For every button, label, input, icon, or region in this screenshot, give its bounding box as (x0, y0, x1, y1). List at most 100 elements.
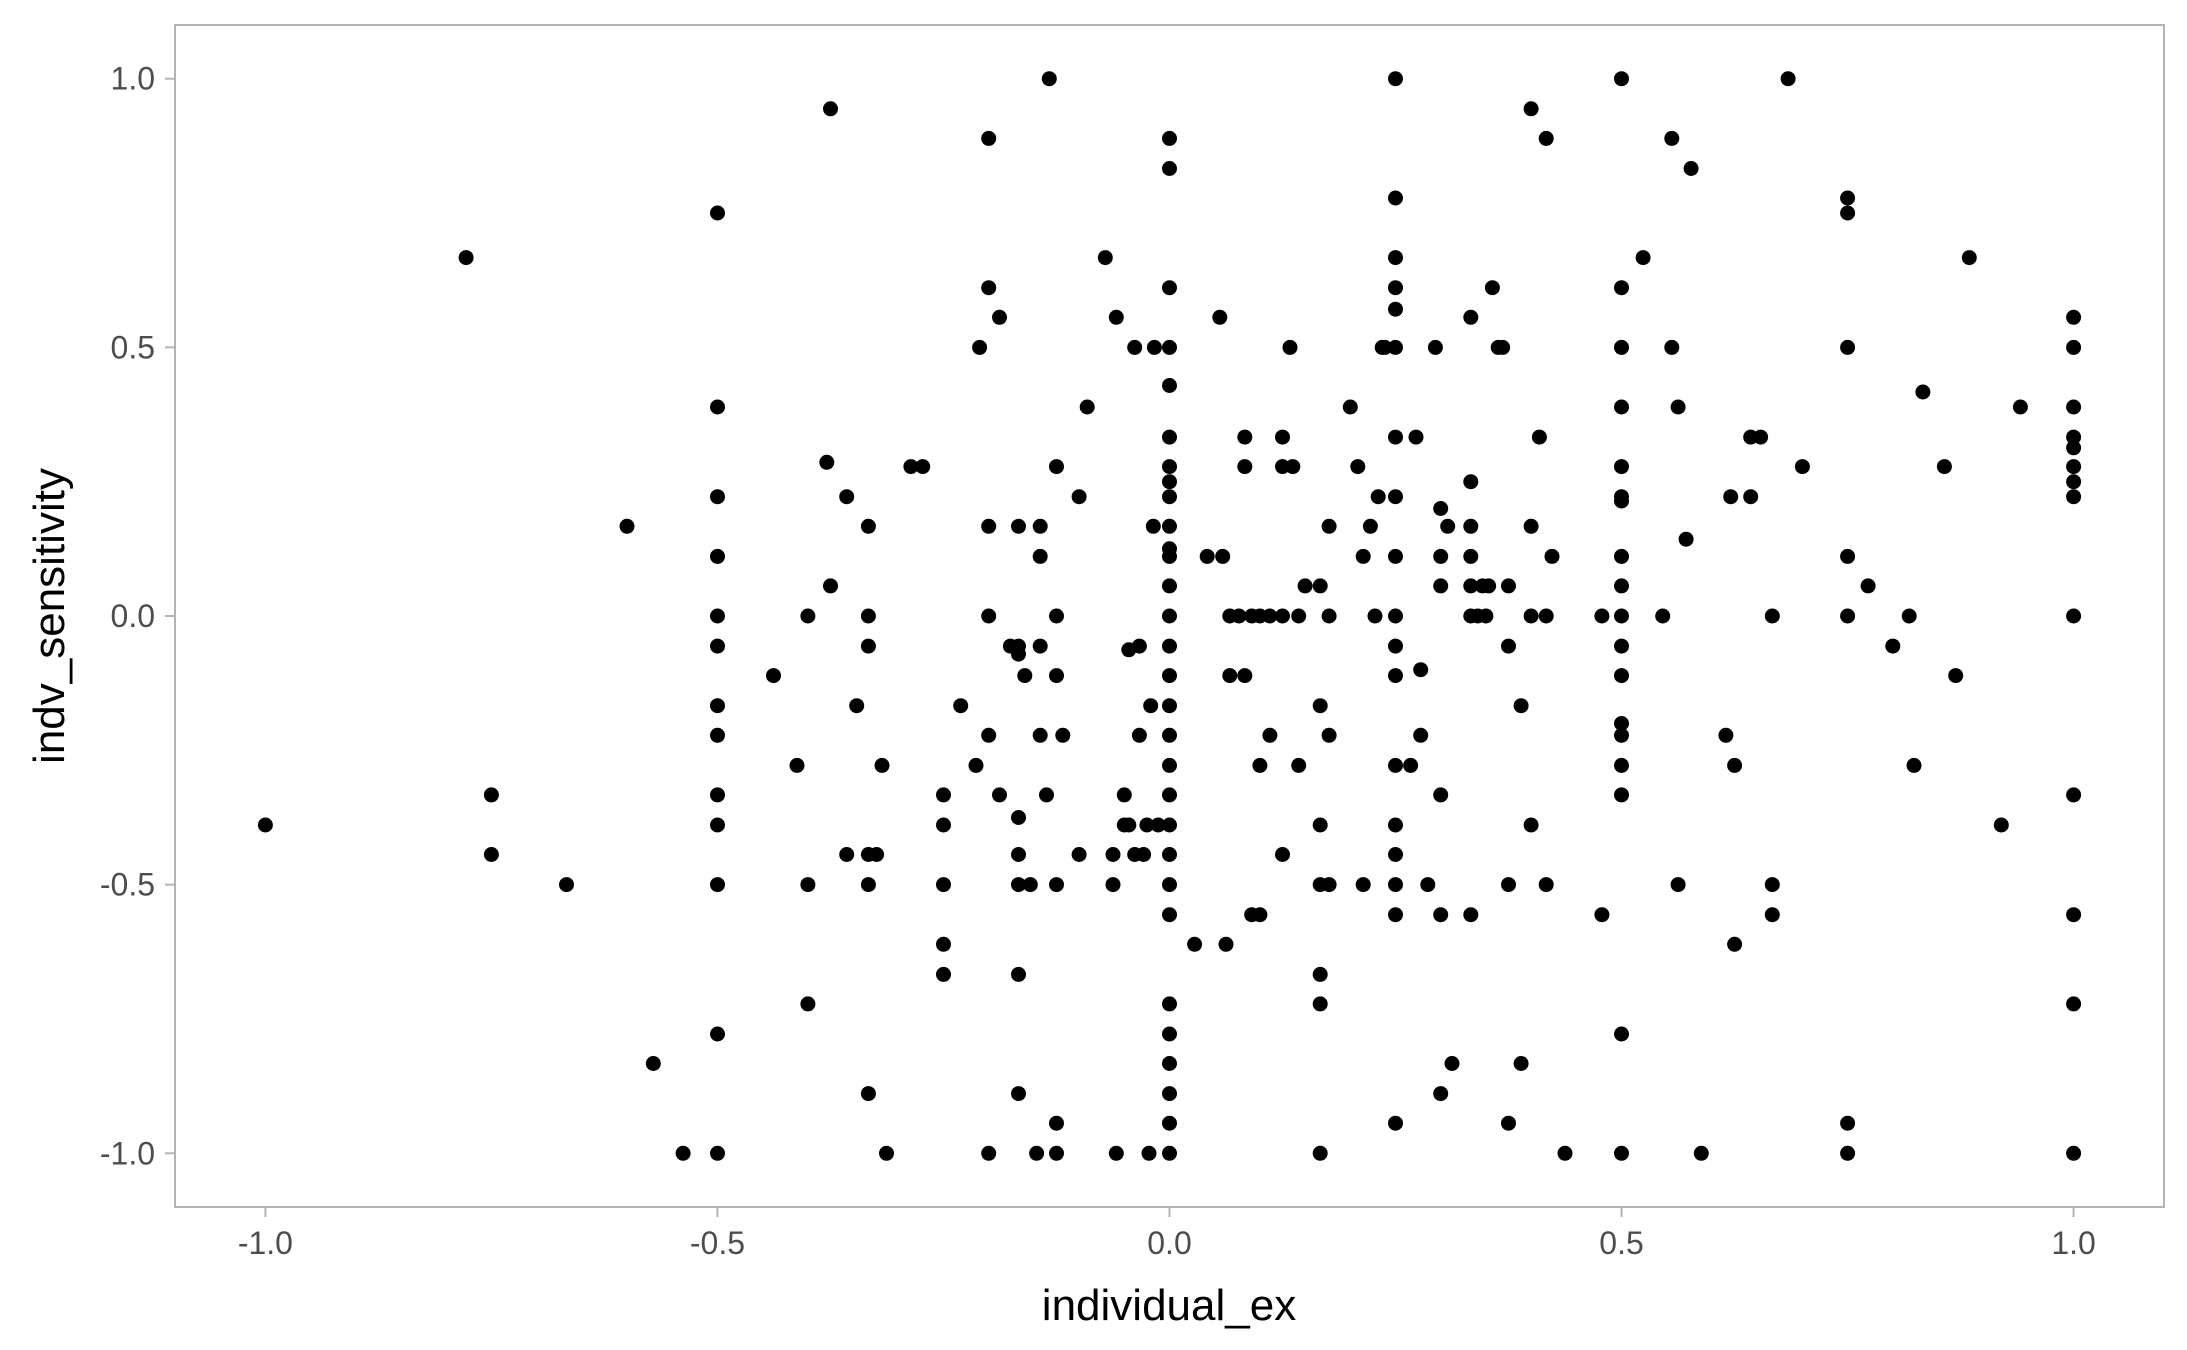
data-point (1388, 250, 1403, 266)
data-point (1108, 309, 1124, 325)
data-point (1463, 578, 1479, 594)
data-point (1162, 161, 1177, 176)
data-point (1961, 250, 1977, 266)
data-point (860, 518, 876, 534)
data-point (1011, 646, 1026, 662)
data-point (710, 205, 725, 221)
data-point (823, 578, 838, 594)
data-point (2066, 339, 2082, 355)
data-point (1501, 877, 1516, 893)
data-point (559, 877, 574, 893)
data-point (483, 787, 499, 803)
data-point (1444, 1056, 1460, 1071)
data-point (1463, 518, 1479, 534)
data-point (1367, 608, 1383, 624)
data-point (936, 787, 951, 803)
data-point (1312, 578, 1328, 594)
data-point (1523, 101, 1539, 117)
data-point (710, 727, 725, 743)
data-point (2066, 459, 2082, 475)
data-point (710, 877, 725, 893)
data-point (1670, 877, 1686, 893)
data-point (1764, 877, 1780, 893)
data-point (1162, 757, 1177, 773)
data-point (903, 459, 919, 475)
data-point (1162, 1086, 1177, 1102)
data-point (1079, 399, 1095, 415)
data-point (1501, 578, 1516, 594)
data-point (1141, 1145, 1157, 1161)
data-point (1420, 877, 1436, 893)
data-point (981, 727, 997, 743)
data-point (1222, 668, 1238, 684)
data-point (1055, 727, 1071, 743)
y-axis: -1.0 -0.5 0.0 0.5 1.0 (100, 61, 175, 1171)
data-point (860, 638, 876, 654)
data-point (1291, 608, 1307, 624)
data-point (1594, 907, 1610, 923)
data-point (710, 548, 725, 564)
data-point (1150, 817, 1166, 833)
data-point (1388, 907, 1403, 923)
data-point (766, 668, 781, 684)
data-point (992, 787, 1007, 803)
data-point (1614, 1145, 1629, 1161)
data-point (1614, 716, 1629, 731)
data-point (1860, 578, 1876, 594)
data-point (823, 101, 838, 117)
data-point (800, 877, 816, 893)
data-point (1011, 966, 1026, 982)
data-point (1162, 1145, 1177, 1161)
data-point (1237, 668, 1253, 684)
data-point (1139, 817, 1155, 833)
data-point (1906, 757, 1922, 773)
data-point (710, 399, 725, 415)
data-point (1105, 847, 1121, 862)
data-point (1433, 1086, 1449, 1102)
data-point (1683, 161, 1699, 176)
data-point (1513, 1056, 1529, 1071)
data-point (1388, 608, 1403, 624)
data-point (849, 698, 865, 714)
data-point (1840, 339, 1856, 355)
data-point (1723, 489, 1739, 505)
data-point (1136, 847, 1152, 862)
data-point (1049, 459, 1064, 475)
data-point (1531, 429, 1547, 445)
data-point (1162, 548, 1177, 564)
data-point (1350, 459, 1366, 475)
data-point (1993, 817, 2009, 833)
data-point (1370, 489, 1386, 505)
data-point (1162, 787, 1177, 803)
data-point (1215, 548, 1231, 564)
data-point (1032, 727, 1048, 743)
data-point (1218, 936, 1234, 952)
data-point (1143, 698, 1159, 714)
data-point (1614, 459, 1629, 475)
data-point (860, 877, 876, 893)
data-point (1049, 877, 1064, 893)
data-point (1275, 459, 1290, 475)
data-point (1362, 518, 1378, 534)
data-point (1948, 668, 1964, 684)
data-point (1936, 459, 1952, 475)
data-point (981, 280, 997, 296)
data-point (839, 847, 855, 862)
data-point (789, 757, 805, 773)
y-tick-label: 0.0 (111, 598, 155, 634)
data-point (1032, 518, 1048, 534)
data-point (1388, 548, 1403, 564)
data-points (257, 71, 2082, 1161)
data-point (1011, 1086, 1026, 1102)
data-point (1408, 429, 1424, 445)
data-point (1388, 1115, 1403, 1131)
data-point (1614, 668, 1629, 684)
data-point (1049, 608, 1064, 624)
data-point (1614, 399, 1629, 415)
data-point (710, 1026, 725, 1042)
data-point (710, 638, 725, 654)
data-point (1321, 608, 1337, 624)
data-point (1388, 489, 1403, 505)
data-point (1780, 71, 1796, 87)
y-tick-label: 1.0 (111, 61, 155, 97)
